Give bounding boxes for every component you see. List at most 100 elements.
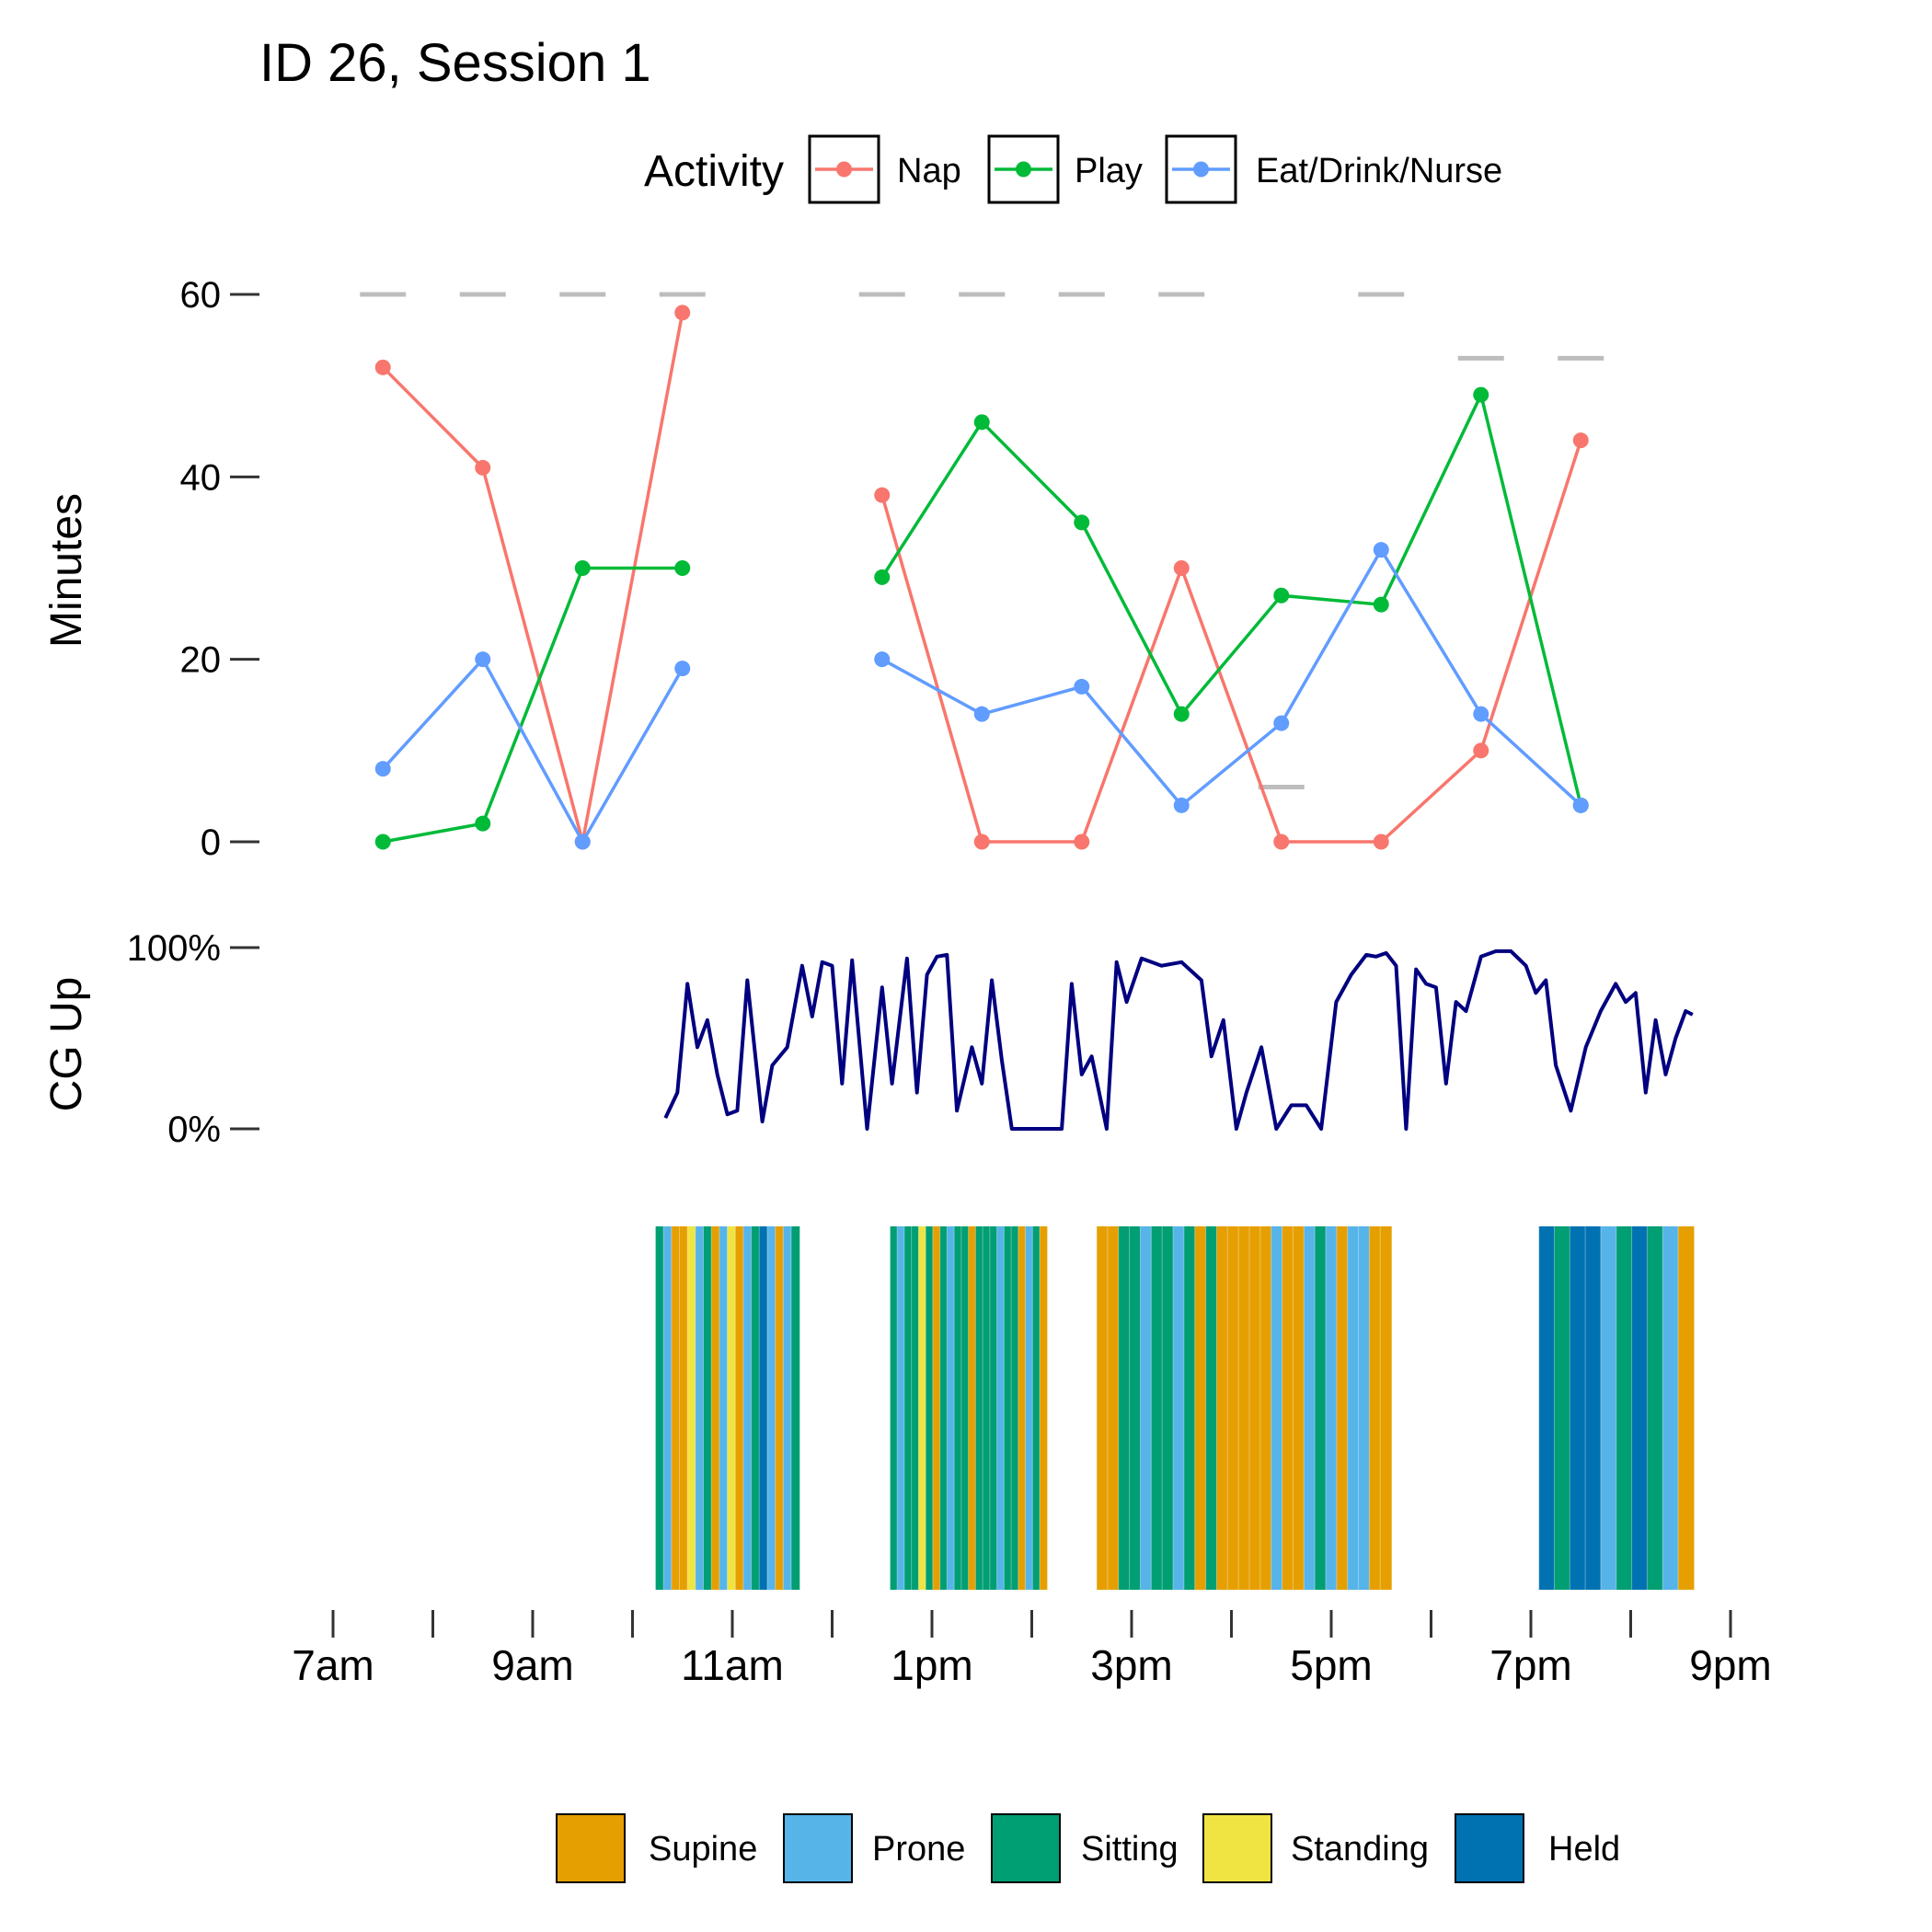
posture-bar-prone — [1325, 1226, 1338, 1590]
data-point-nap — [1572, 432, 1589, 449]
posture-bar-sitting — [911, 1226, 919, 1590]
posture-bar-supine — [1248, 1226, 1261, 1590]
minutes-y-tick-label: 40 — [180, 457, 222, 498]
legend-label-nap: Nap — [897, 152, 961, 190]
series-line-play — [382, 566, 683, 844]
posture-bar-supine — [1678, 1226, 1695, 1590]
posture-bar-prone — [1173, 1226, 1185, 1590]
data-point-eat-drink-nurse — [973, 706, 990, 722]
data-point-play — [374, 834, 391, 850]
posture-bar-supine — [932, 1226, 941, 1590]
posture-bar-prone — [766, 1226, 776, 1590]
posture-bar-prone — [1025, 1226, 1033, 1590]
posture-bar-sitting — [939, 1226, 948, 1590]
posture-bar-sitting — [1205, 1226, 1218, 1590]
posture-bar-sitting — [1032, 1226, 1041, 1590]
posture-bar-prone — [1271, 1226, 1283, 1590]
posture-bar-supine — [1194, 1226, 1207, 1590]
posture-bar-supine — [1369, 1226, 1381, 1590]
posture-bar-prone — [663, 1226, 673, 1590]
x-tick-label: 1pm — [891, 1641, 972, 1689]
posture-bar-sitting — [1004, 1226, 1012, 1590]
posture-bar-supine — [1380, 1226, 1392, 1590]
posture-bar-sitting — [1151, 1226, 1163, 1590]
data-point-eat-drink-nurse — [475, 651, 491, 668]
posture-legend-key-supine — [556, 1813, 626, 1883]
posture-bar-held — [1538, 1226, 1556, 1590]
data-point-nap — [1173, 560, 1190, 576]
posture-panel — [654, 1226, 1695, 1590]
minutes-axis-title: Minutes — [42, 493, 91, 648]
x-axis: 7am 9am 11am 1pm 3pm 5pm 7pm 9pm — [292, 1610, 1772, 1689]
minutes-y-tick-label: 0 — [201, 822, 221, 863]
posture-bar-supine — [1216, 1226, 1228, 1590]
data-point-eat-drink-nurse — [874, 651, 891, 668]
posture-bar-sitting — [1129, 1226, 1142, 1590]
chart-title: ID 26, Session 1 — [259, 33, 651, 93]
posture-legend-label-standing: Standing — [1291, 1830, 1429, 1869]
posture-bar-supine — [1293, 1226, 1305, 1590]
cg-up-panel: CG Up 0% 100% — [42, 928, 1694, 1150]
data-point-nap — [874, 487, 891, 503]
legend-key-point-nap — [836, 161, 852, 178]
posture-bar-sitting — [903, 1226, 913, 1590]
posture-bar-supine — [1097, 1226, 1109, 1590]
posture-legend-key-prone — [783, 1813, 853, 1883]
data-point-nap — [973, 834, 990, 850]
activity-legend-title: Activity — [644, 147, 784, 196]
x-tick-label: 11am — [681, 1641, 784, 1689]
data-point-eat-drink-nurse — [574, 834, 591, 850]
cg-up-y-tick-label: 100% — [127, 928, 221, 969]
posture-bar-supine — [1040, 1226, 1048, 1590]
data-point-eat-drink-nurse — [1473, 706, 1489, 722]
posture-bar-standing — [687, 1226, 696, 1590]
data-point-play — [574, 560, 591, 576]
posture-bar-sitting — [960, 1226, 970, 1590]
posture-bar-supine — [679, 1226, 688, 1590]
posture-legend-label-held: Held — [1548, 1830, 1620, 1869]
x-tick-label: 9pm — [1689, 1641, 1771, 1689]
posture-bar-sitting — [1616, 1226, 1633, 1590]
activity-legend: Activity Nap Play Eat/Drink/Nurse — [644, 134, 1502, 204]
posture-bar-held — [759, 1226, 768, 1590]
posture-bar-sitting — [954, 1226, 962, 1590]
posture-bar-prone — [695, 1226, 705, 1590]
data-point-eat-drink-nurse — [1173, 797, 1190, 813]
x-tick-label: 3pm — [1090, 1641, 1172, 1689]
data-point-play — [1273, 587, 1290, 604]
posture-bar-prone — [947, 1226, 955, 1590]
data-point-nap — [1273, 834, 1290, 850]
legend-key-point-play — [1016, 161, 1031, 178]
posture-legend-label-prone: Prone — [872, 1830, 965, 1869]
data-point-nap — [1074, 834, 1090, 850]
cg-up-line — [663, 949, 1694, 1131]
posture-bar-prone — [742, 1226, 753, 1590]
legend-label-eat-drink-nurse: Eat/Drink/Nurse — [1256, 152, 1502, 190]
series-line-play — [880, 389, 1583, 806]
posture-bar-supine — [1259, 1226, 1272, 1590]
posture-legend-key-sitting — [991, 1813, 1061, 1883]
posture-bar-prone — [996, 1226, 1005, 1590]
posture-bar-sitting — [1162, 1226, 1174, 1590]
posture-bar-sitting — [1647, 1226, 1663, 1590]
data-point-nap — [475, 459, 491, 476]
posture-bar-supine — [1018, 1226, 1027, 1590]
series-line-eat-drink-nurse — [382, 656, 684, 845]
posture-bar-sitting — [1118, 1226, 1131, 1590]
data-point-play — [674, 560, 691, 576]
data-point-play — [1074, 514, 1090, 531]
posture-legend-key-standing — [1202, 1813, 1272, 1883]
posture-bar-standing — [918, 1226, 926, 1590]
posture-legend-label-sitting: Sitting — [1081, 1830, 1179, 1869]
data-point-eat-drink-nurse — [1572, 797, 1589, 813]
minutes-panel: Minutes 0 20 40 60 — [42, 275, 1604, 863]
data-point-play — [874, 569, 891, 585]
legend-key-point-eat-drink-nurse — [1193, 161, 1209, 178]
data-point-play — [475, 815, 491, 832]
posture-bar-sitting — [655, 1226, 664, 1590]
posture-bar-prone — [1662, 1226, 1679, 1590]
series-line-eat-drink-nurse — [880, 546, 1582, 808]
posture-bar-supine — [775, 1226, 784, 1590]
posture-bar-standing — [727, 1226, 736, 1590]
